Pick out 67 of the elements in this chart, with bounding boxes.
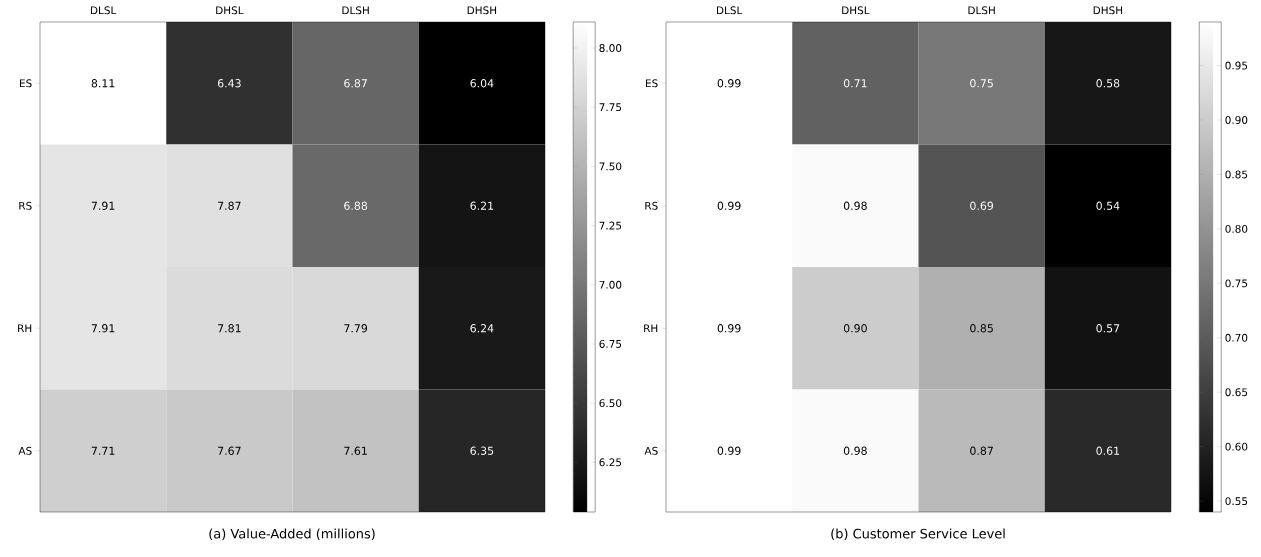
x-tick-label: DHSL — [842, 6, 870, 15]
data-label: 7.87 — [218, 201, 241, 210]
data-label: 6.43 — [217, 79, 241, 88]
data-label: 0.69 — [970, 201, 994, 210]
color-bar-label: 0.95 — [1225, 61, 1248, 70]
color-bar-label: 0.90 — [1225, 116, 1248, 124]
x-tick-label: DLSL — [716, 6, 743, 15]
color-bar-label: 0.70 — [1225, 333, 1248, 342]
data-label: 6.21 — [470, 201, 494, 210]
data-label: 0.99 — [717, 446, 741, 455]
data-label: 0.87 — [970, 446, 993, 455]
color-bar-label: 8.00 — [599, 44, 622, 52]
data-label: 0.61 — [1096, 446, 1120, 455]
color-bar-label: 0.80 — [1225, 224, 1248, 233]
y-tick-label: RS — [645, 201, 658, 210]
y-tick-label: AS — [18, 446, 32, 455]
x-tick-label: DHSH — [467, 6, 497, 15]
data-label: 6.87 — [344, 79, 367, 88]
data-label: 6.24 — [470, 324, 494, 333]
y-tick-label: AS — [644, 446, 658, 455]
color-bar-label: 0.75 — [1225, 279, 1248, 288]
color-bar-label: 7.50 — [599, 162, 622, 171]
data-label: 7.61 — [344, 446, 367, 455]
data-label: 7.91 — [91, 201, 115, 210]
data-label: 7.71 — [91, 446, 115, 455]
x-tick-label: DHSH — [1093, 6, 1123, 15]
data-label: 0.71 — [843, 79, 867, 88]
y-tick-label: RH — [644, 324, 658, 333]
data-label: 6.04 — [470, 79, 494, 88]
color-bar-label: 6.50 — [599, 399, 622, 408]
data-label: 8.11 — [91, 79, 115, 88]
color-bar-label: 0.55 — [1225, 497, 1248, 506]
color-bar-label: 7.75 — [599, 103, 622, 112]
data-label: 0.99 — [717, 201, 741, 210]
color-bar-label: 6.75 — [599, 339, 622, 348]
text: (b) Customer Service Level — [831, 528, 1005, 541]
x-tick-label: DLSL — [90, 6, 117, 15]
data-label: 7.91 — [91, 324, 115, 333]
color-bar-label: 0.65 — [1225, 388, 1248, 397]
color-bar-label: 6.25 — [599, 458, 622, 467]
y-tick-label: ES — [646, 79, 658, 88]
color-bar-label: 0.85 — [1225, 170, 1248, 179]
data-label: 0.57 — [1096, 324, 1120, 333]
data-label: 0.54 — [1096, 201, 1120, 210]
data-label: 7.67 — [218, 446, 241, 455]
data-label: 0.98 — [843, 201, 867, 210]
data-label: 0.99 — [717, 324, 741, 333]
data-label: 0.90 — [843, 324, 867, 333]
data-label: 7.81 — [218, 324, 241, 333]
color-bar-label: 7.00 — [599, 280, 622, 289]
data-label: 6.88 — [344, 201, 368, 210]
x-tick-label: DLSH — [968, 6, 995, 15]
data-label: 0.75 — [970, 79, 993, 88]
color-bar-label: 0.60 — [1225, 442, 1248, 451]
data-label: 0.99 — [717, 79, 741, 88]
x-tick-label: DHSL — [216, 6, 244, 15]
data-label: 6.35 — [470, 446, 494, 455]
x-tick-label: DLSH — [342, 6, 369, 15]
color-bar-label: 7.25 — [599, 221, 622, 230]
data-label: 7.79 — [344, 324, 368, 333]
data-label: 0.58 — [1096, 79, 1120, 88]
y-tick-label: RH — [18, 324, 32, 333]
text: (a) Value-Added (millions) — [209, 528, 375, 541]
data-label: 0.85 — [970, 324, 993, 333]
data-label: 0.98 — [843, 446, 867, 455]
y-tick-label: RS — [19, 201, 32, 210]
y-tick-label: ES — [20, 79, 32, 88]
